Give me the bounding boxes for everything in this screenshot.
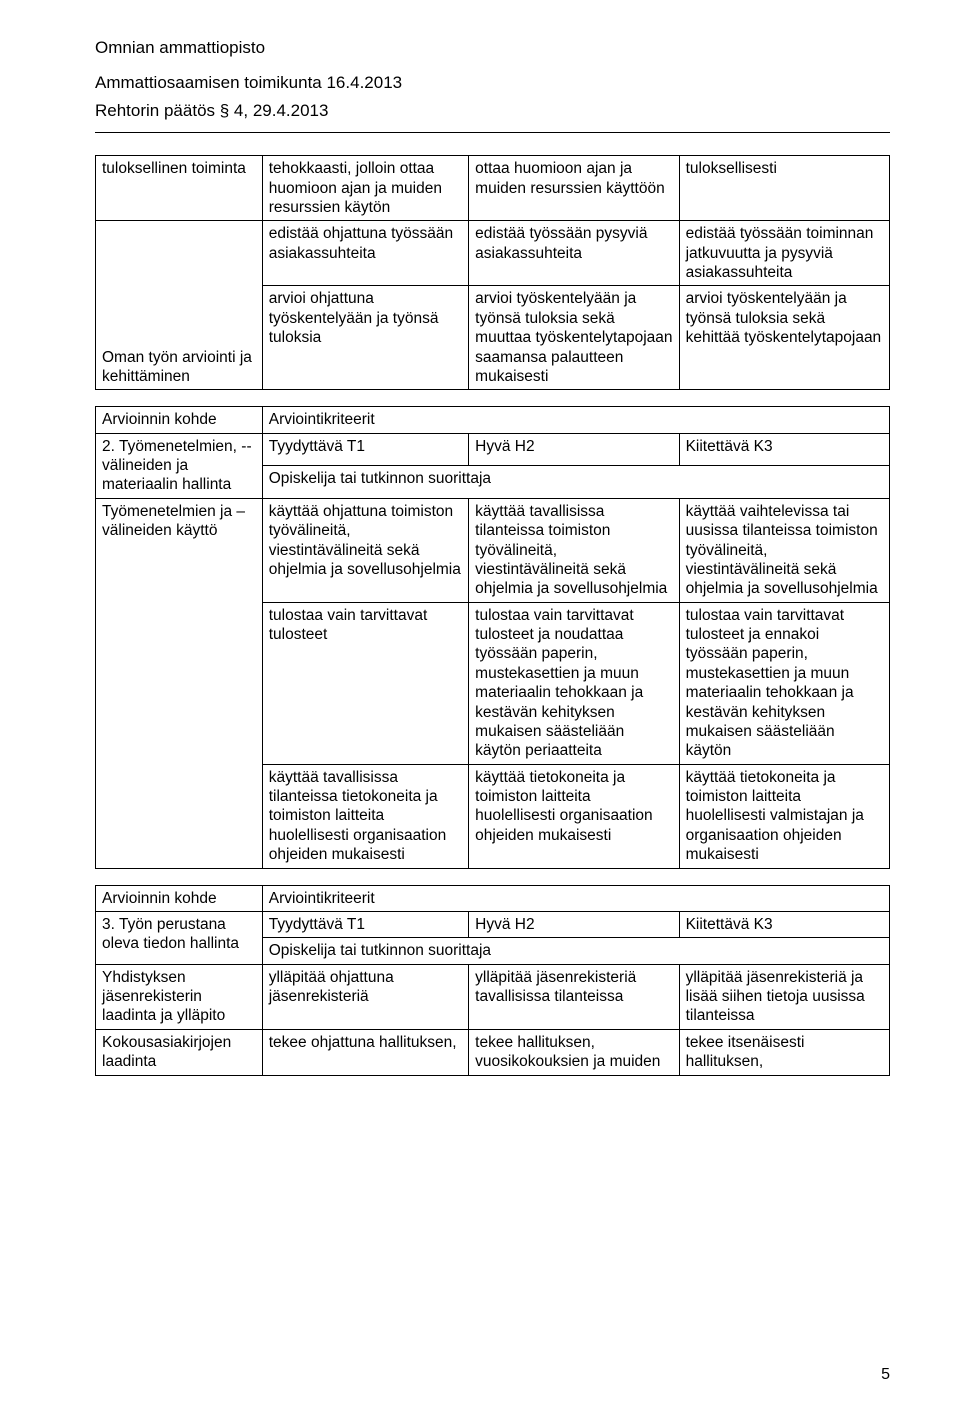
cell: tulostaa vain tarvittavat tulosteet — [262, 602, 468, 764]
cell: Arvioinnin kohde — [96, 885, 263, 911]
cell: Tyydyttävä T1 — [262, 433, 468, 466]
header-sub-line1: Ammattiosaamisen toimikunta 16.4.2013 — [95, 72, 890, 94]
cell: Arviointikriteerit — [262, 885, 889, 911]
table-row: Kokousasiakirjojen laadinta tekee ohjatt… — [96, 1029, 890, 1075]
cell: Opiskelija tai tutkinnon suorittaja — [262, 938, 889, 964]
cell: 2. Työmenetelmien, --välineiden ja mater… — [96, 433, 263, 498]
cell: ylläpitää jäsenrekisteriä tavallisissa t… — [469, 964, 679, 1029]
cell: Kokousasiakirjojen laadinta — [96, 1029, 263, 1075]
cell: tuloksellinen toiminta — [96, 156, 263, 221]
cell: tulostaa vain tarvittavat tulosteet ja n… — [469, 602, 679, 764]
cell: tekee ohjattuna hallituksen, — [262, 1029, 468, 1075]
table-row: tuloksellinen toiminta tehokkaasti, joll… — [96, 156, 890, 221]
cell: käyttää tietokoneita ja toimiston laitte… — [679, 764, 889, 868]
header-title: Omnian ammattiopisto — [95, 38, 890, 58]
page-number: 5 — [881, 1366, 890, 1384]
cell: arvioi ohjattuna työskentelyään ja työns… — [262, 286, 468, 390]
table-row: Arvioinnin kohde Arviointikriteerit — [96, 407, 890, 433]
cell: tehokkaasti, jolloin ottaa huomioon ajan… — [262, 156, 468, 221]
cell: tuloksellisesti — [679, 156, 889, 221]
cell: käyttää ohjattuna toimiston työvälineitä… — [262, 498, 468, 602]
cell: arvioi työskentelyään ja työnsä tuloksia… — [469, 286, 679, 390]
cell: Opiskelija tai tutkinnon suorittaja — [262, 466, 889, 499]
table-row: Oman työn arviointi ja kehittäminen edis… — [96, 221, 890, 286]
cell: edistää työssään toiminnan jatkuvuutta j… — [679, 221, 889, 286]
cell: ylläpitää jäsenrekisteriä ja lisää siihe… — [679, 964, 889, 1029]
cell: Arvioinnin kohde — [96, 407, 263, 433]
table-row: Yhdistyksen jäsenrekisterin laadinta ja … — [96, 964, 890, 1029]
cell: Oman työn arviointi ja kehittäminen — [96, 221, 263, 390]
criteria-table-3: Arvioinnin kohde Arviointikriteerit 3. T… — [95, 885, 890, 1076]
cell: ottaa huomioon ajan ja muiden resurssien… — [469, 156, 679, 221]
cell: edistää ohjattuna työssään asiakassuhtei… — [262, 221, 468, 286]
cell: Työmenetelmien ja –välineiden käyttö — [96, 498, 263, 868]
cell: Kiitettävä K3 — [679, 911, 889, 937]
table-row: Työmenetelmien ja –välineiden käyttö käy… — [96, 498, 890, 602]
cell: ylläpitää ohjattuna jäsenrekisteriä — [262, 964, 468, 1029]
cell: arvioi työskentelyään ja työnsä tuloksia… — [679, 286, 889, 390]
cell: tekee hallituksen, vuosikokouksien ja mu… — [469, 1029, 679, 1075]
cell: Yhdistyksen jäsenrekisterin laadinta ja … — [96, 964, 263, 1029]
cell: käyttää vaihtelevissa tai uusissa tilant… — [679, 498, 889, 602]
criteria-table-2: Arvioinnin kohde Arviointikriteerit 2. T… — [95, 406, 890, 868]
cell: käyttää tavallisissa tilanteissa toimist… — [469, 498, 679, 602]
header-divider — [95, 132, 890, 133]
cell: Hyvä H2 — [469, 911, 679, 937]
table-row: Arvioinnin kohde Arviointikriteerit — [96, 885, 890, 911]
table-row: 3. Työn perustana oleva tiedon hallinta … — [96, 911, 890, 937]
cell: 3. Työn perustana oleva tiedon hallinta — [96, 911, 263, 964]
cell: edistää työssään pysyviä asiakassuhteita — [469, 221, 679, 286]
cell: käyttää tavallisissa tilanteissa tietoko… — [262, 764, 468, 868]
cell: tekee itsenäisesti hallituksen, — [679, 1029, 889, 1075]
cell: Kiitettävä K3 — [679, 433, 889, 466]
cell: Arviointikriteerit — [262, 407, 889, 433]
cell: käyttää tietokoneita ja toimiston laitte… — [469, 764, 679, 868]
cell: tulostaa vain tarvittavat tulosteet ja e… — [679, 602, 889, 764]
cell: Hyvä H2 — [469, 433, 679, 466]
cell: Tyydyttävä T1 — [262, 911, 468, 937]
header-sub-line2: Rehtorin päätös § 4, 29.4.2013 — [95, 100, 890, 122]
criteria-table-1: tuloksellinen toiminta tehokkaasti, joll… — [95, 155, 890, 390]
table-row: 2. Työmenetelmien, --välineiden ja mater… — [96, 433, 890, 466]
